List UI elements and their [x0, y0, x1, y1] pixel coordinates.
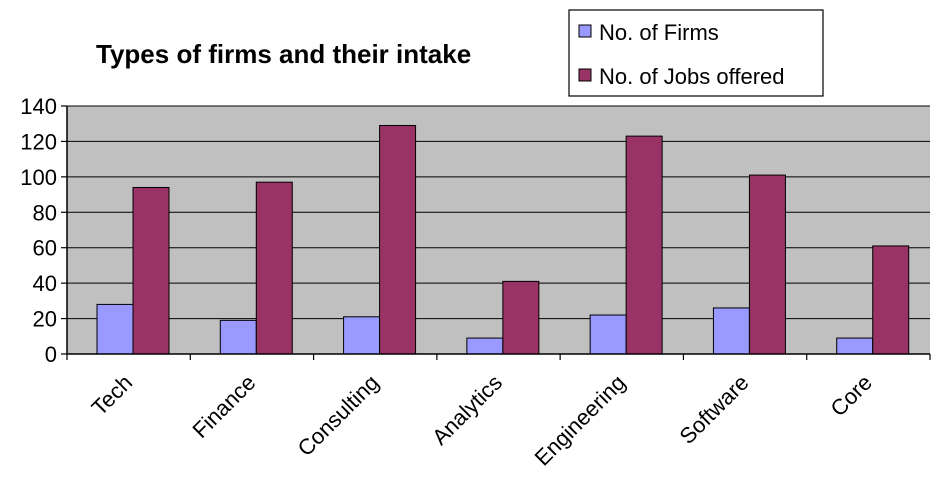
bars: [96, 124, 910, 355]
legend-box: [568, 9, 824, 97]
legend: No. of Firms No. of Jobs offered: [568, 9, 824, 97]
bar-firms-core: [836, 337, 874, 355]
y-tick-label: 120: [20, 129, 57, 154]
bar-firms-tech: [96, 303, 134, 355]
x-tick-label: Analytics: [427, 370, 507, 450]
bar-firms-software: [712, 307, 750, 355]
bar-firms-engineering: [589, 314, 627, 355]
bar-jobs-tech: [132, 186, 170, 355]
bar-firms-consulting: [343, 316, 381, 355]
legend-swatch-jobs: [578, 68, 592, 82]
x-tick-label: Engineering: [530, 370, 631, 471]
legend-label-firms: No. of Firms: [599, 20, 719, 45]
y-tick-label: 100: [20, 165, 57, 190]
y-axis-ticks: 0 20 40 60 80 100 120 140: [20, 94, 67, 367]
bar-jobs-engineering: [625, 135, 663, 355]
bar-jobs-consulting: [379, 124, 417, 355]
x-tick-label: Core: [825, 370, 876, 421]
y-tick-label: 20: [33, 307, 57, 332]
legend-label-jobs: No. of Jobs offered: [599, 64, 785, 89]
bar-jobs-finance: [255, 181, 293, 355]
x-tick-label: Finance: [187, 370, 260, 443]
bar-firms-finance: [219, 319, 257, 355]
bar-jobs-software: [748, 174, 786, 355]
chart-title: Types of firms and their intake: [96, 39, 471, 69]
y-tick-label: 0: [45, 342, 57, 367]
bar-jobs-core: [872, 245, 910, 355]
gridlines: [67, 105, 930, 320]
y-tick-label: 140: [20, 94, 57, 119]
bar-jobs-analytics: [502, 280, 540, 355]
x-tick-label: Tech: [87, 370, 138, 421]
y-tick-label: 40: [33, 271, 57, 296]
plot-area: [67, 106, 930, 354]
x-tick-label: Software: [675, 370, 754, 449]
y-tick-label: 80: [33, 200, 57, 225]
x-tick-label: Consulting: [293, 370, 384, 461]
bar-firms-analytics: [466, 337, 504, 355]
x-axis-ticks: Tech Finance Consulting Analytics Engineerin…: [66, 354, 931, 471]
legend-swatch-firms: [578, 24, 592, 38]
y-tick-label: 60: [33, 236, 57, 261]
